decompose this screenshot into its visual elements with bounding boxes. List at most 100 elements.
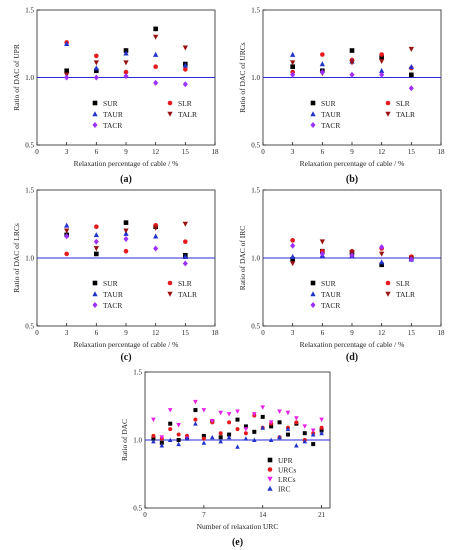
data-point-taur xyxy=(379,259,385,265)
data-point-irc xyxy=(260,425,266,430)
data-point-slr xyxy=(379,52,384,57)
y-tick-label: 0.5 xyxy=(25,142,34,150)
legend-marker-tacr xyxy=(310,302,316,308)
data-point-slr xyxy=(94,53,99,59)
legend-label-taur: TAUR xyxy=(103,110,123,119)
data-point-tacr xyxy=(349,71,355,78)
panel-label: (d) xyxy=(346,352,358,363)
data-point-upr xyxy=(302,431,307,436)
data-point-lrcs xyxy=(310,428,316,433)
data-point-lrcs xyxy=(151,417,156,422)
data-point-upr xyxy=(277,420,282,425)
x-tick-label: 18 xyxy=(212,148,220,156)
x-tick-label: 9 xyxy=(124,329,128,337)
x-tick-label: 18 xyxy=(438,148,446,156)
x-axis-label: Relaxation percentage of cable / % xyxy=(300,159,405,168)
panel-label: (b) xyxy=(346,174,358,185)
data-point-lrcs xyxy=(294,416,299,421)
data-point-lrcs xyxy=(252,412,257,417)
data-point-taur xyxy=(123,50,129,56)
data-point-irc xyxy=(167,437,173,442)
data-point-irc xyxy=(252,437,257,442)
panel-a: 0 3 6 9 12 15 18 0.5 1.0 1.5 Relaxation percentage… xyxy=(12,7,219,186)
y-tick-label: 0.5 xyxy=(25,323,34,331)
data-point-irc xyxy=(201,440,207,445)
panel-label: (e) xyxy=(232,537,243,548)
legend-label-slr: SLR xyxy=(396,99,410,108)
legend-label-sur: SUR xyxy=(103,279,118,288)
panel-c: 0 3 6 9 12 15 18 0.5 1.0 1.5 Relaxation percentage… xyxy=(12,187,219,364)
y-tick-label: 1.5 xyxy=(133,369,142,377)
data-point-tacr xyxy=(153,79,159,86)
data-point-irc xyxy=(184,436,190,441)
y-axis-label: Ratio of DAC of IRC xyxy=(238,226,247,291)
legend-label-sur: SUR xyxy=(103,99,118,108)
legend-marker-taur xyxy=(92,111,98,117)
data-point-upr xyxy=(235,417,240,422)
data-point-tacr xyxy=(123,73,129,80)
data-point-talr xyxy=(182,45,188,51)
data-point-slr xyxy=(183,239,188,244)
legend-label-lrcs: LRCs xyxy=(278,475,296,484)
data-point-talr xyxy=(290,60,296,66)
legend-marker-taur xyxy=(92,291,98,297)
data-point-urcs xyxy=(319,425,324,430)
x-tick-label: 3 xyxy=(65,329,69,337)
data-point-tacr xyxy=(379,71,385,78)
x-tick-label: 3 xyxy=(65,148,69,156)
legend-marker-urcs xyxy=(267,467,273,472)
y-tick-label: 1.5 xyxy=(251,7,260,15)
data-point-upr xyxy=(193,408,198,413)
legend-label-irc: IRC xyxy=(278,484,291,493)
data-point-sur xyxy=(290,257,295,262)
legend-label-talr: TALR xyxy=(178,290,197,299)
x-tick-label: 3 xyxy=(291,329,295,337)
data-point-irc xyxy=(294,443,299,448)
data-point-lrcs xyxy=(243,427,249,432)
data-point-lrcs xyxy=(218,410,223,416)
data-point-upr xyxy=(252,429,257,434)
legend-label-upr: UPR xyxy=(278,456,293,465)
data-point-lrcs xyxy=(209,418,215,424)
x-tick-label: 15 xyxy=(408,329,416,337)
legend: SUR SLR TAUR TALR TACR xyxy=(92,279,197,310)
x-tick-label: 6 xyxy=(95,329,99,337)
legend-marker-talr xyxy=(385,291,391,297)
x-tick-label: 6 xyxy=(95,148,99,156)
data-point-tacr xyxy=(93,238,99,245)
x-tick-label: 12 xyxy=(378,148,386,156)
x-tick-label: 0 xyxy=(261,148,265,156)
data-point-tacr xyxy=(349,252,355,259)
legend-marker-talr xyxy=(167,291,173,297)
x-tick-label: 12 xyxy=(152,329,160,337)
panel-e: 0 7 14 21 0.5 1.0 1.5 Number of relaxation URC R… xyxy=(120,369,331,548)
panel-label: (a) xyxy=(120,174,132,185)
y-axis-label: Ratio of DAC of LRCs xyxy=(12,223,21,293)
x-axis-label: Number of relaxation URC xyxy=(197,522,279,531)
data-point-urcs xyxy=(218,431,223,436)
data-point-urcs xyxy=(176,432,181,437)
data-point-sur xyxy=(94,251,99,257)
x-tick-label: 0 xyxy=(35,148,39,156)
data-point-talr xyxy=(123,60,129,66)
legend-marker-slr xyxy=(385,280,391,286)
data-point-irc xyxy=(302,438,308,444)
data-points xyxy=(290,46,414,92)
legend-label-taur: TAUR xyxy=(321,110,341,119)
data-point-slr xyxy=(64,251,69,257)
data-point-taur xyxy=(319,61,325,67)
y-tick-label: 1.5 xyxy=(25,7,34,15)
legend-marker-slr xyxy=(385,100,391,106)
legend-label-tacr: TACR xyxy=(103,121,122,130)
legend-marker-sur xyxy=(310,280,316,286)
data-point-irc xyxy=(235,444,240,449)
data-point-tacr xyxy=(319,69,325,76)
legend-marker-slr xyxy=(167,100,173,106)
data-point-taur xyxy=(290,51,296,57)
data-point-urcs xyxy=(235,427,240,432)
data-point-irc xyxy=(243,436,249,441)
data-point-tacr xyxy=(64,233,70,240)
x-tick-label: 15 xyxy=(182,329,190,337)
data-point-taur xyxy=(93,65,99,71)
data-point-taur xyxy=(182,253,188,259)
